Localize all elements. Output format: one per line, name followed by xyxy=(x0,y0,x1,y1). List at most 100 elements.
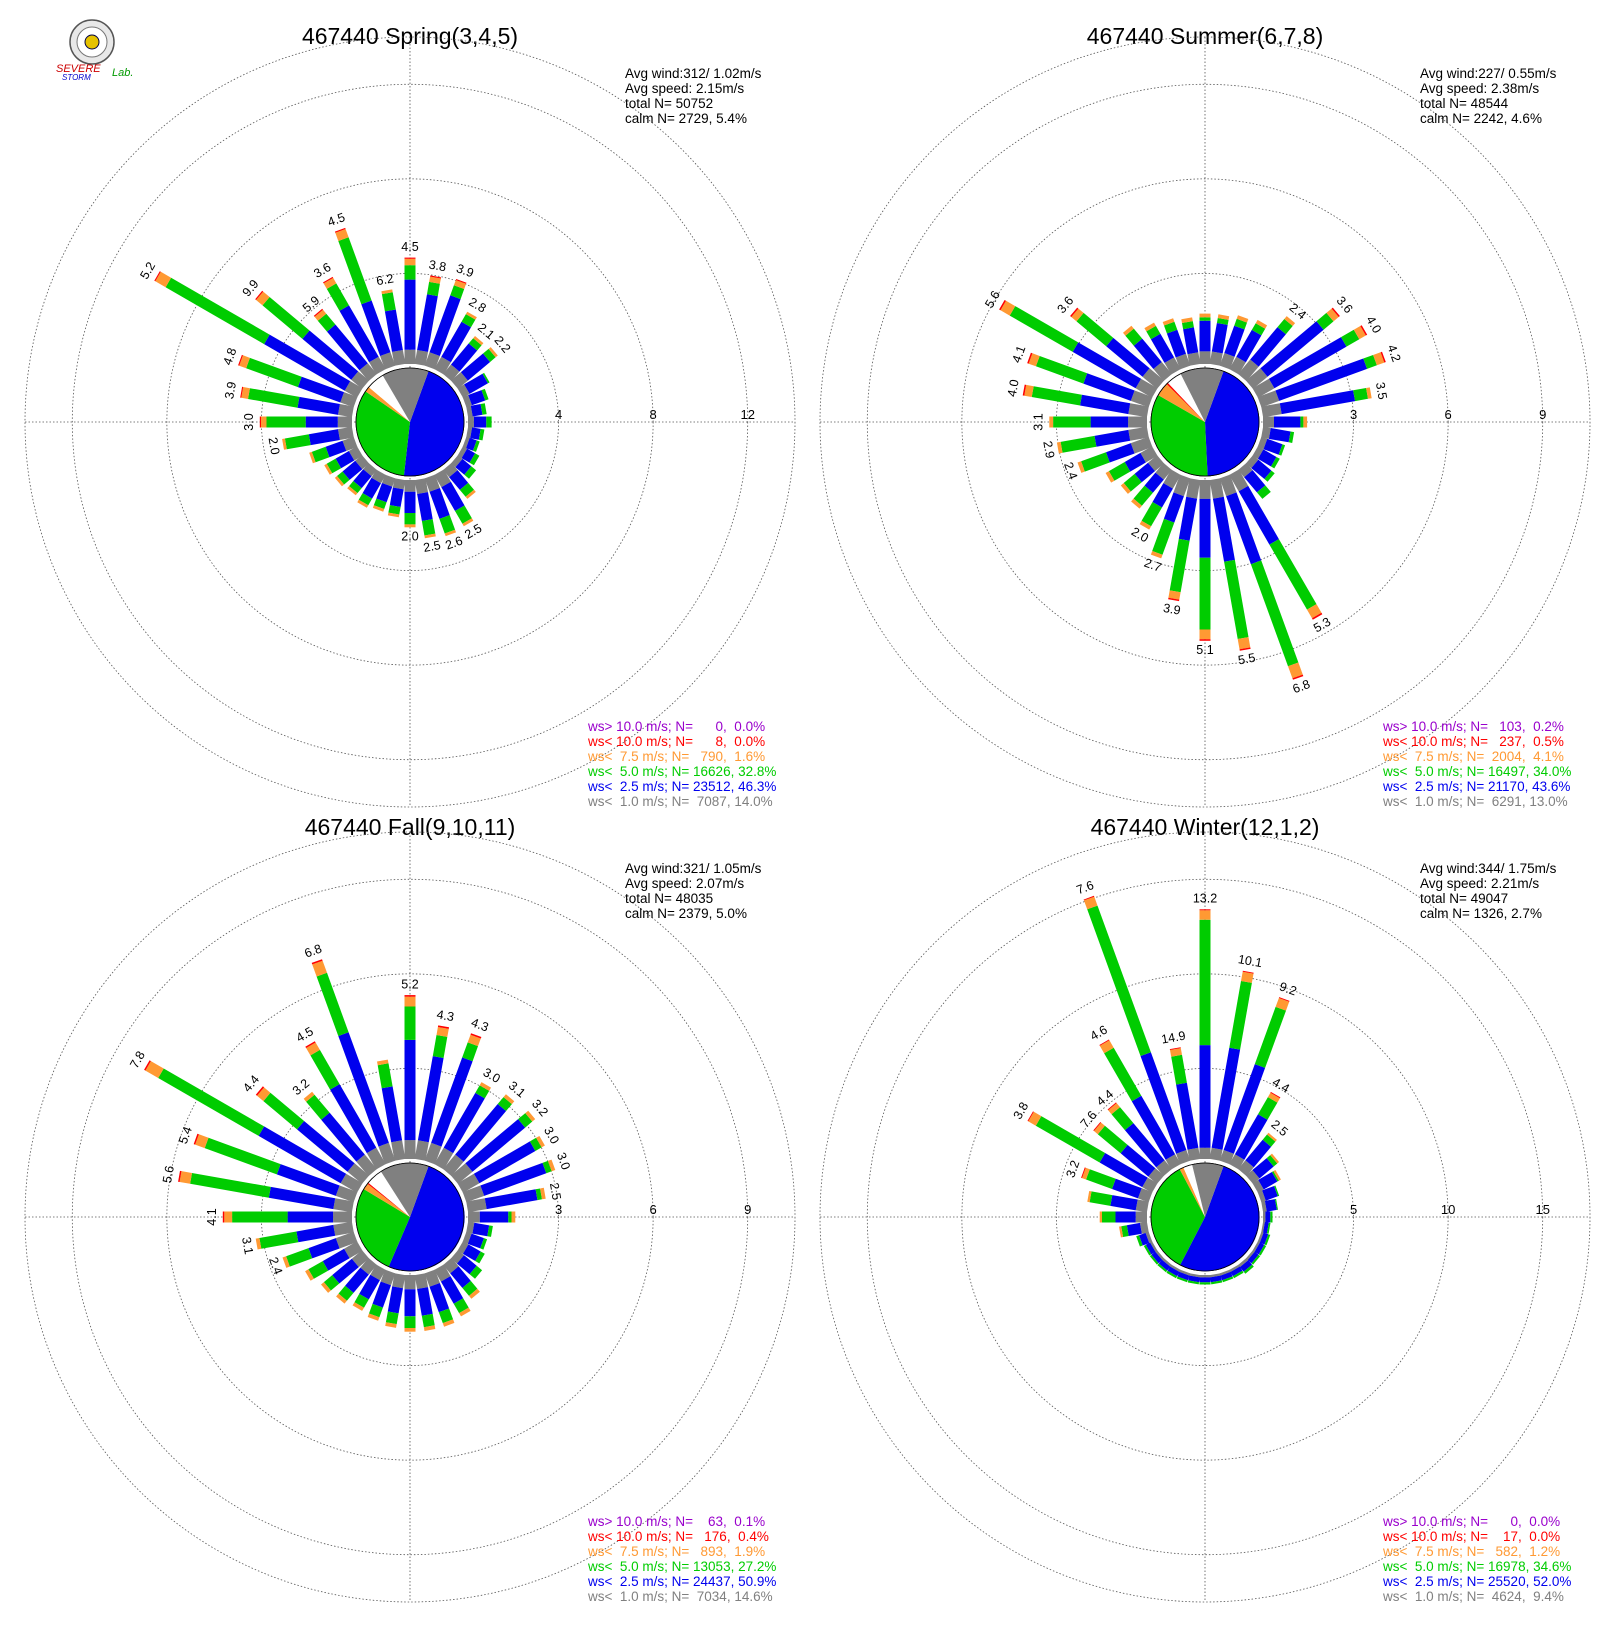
bar-segment-blue xyxy=(1176,1082,1199,1150)
bar-segment-blue xyxy=(1140,1052,1187,1154)
bar-segment-green xyxy=(1164,321,1178,334)
bar-segment-green xyxy=(1353,388,1368,402)
bar-label: 3.1 xyxy=(239,1236,256,1256)
bar-label: 5.2 xyxy=(401,977,418,991)
bar-segment-orange xyxy=(195,1134,209,1149)
stats-line: Avg speed: 2.38m/s xyxy=(1420,81,1539,96)
bar-segment-blue xyxy=(339,305,379,363)
bar-segment-gray xyxy=(424,352,440,370)
bar-segment-blue xyxy=(464,373,488,394)
bar-segment-blue xyxy=(1144,472,1164,493)
bar-segment-gray xyxy=(351,1250,370,1268)
bar-label: 3.8 xyxy=(1011,1100,1032,1122)
bar-segment-gray xyxy=(1209,351,1223,366)
bar-segment-gray xyxy=(1245,1250,1255,1260)
bar-segment-green xyxy=(487,1225,493,1237)
bar-segment-blue xyxy=(451,343,478,372)
bar-segment-gray xyxy=(391,1140,406,1161)
bar-segment-blue xyxy=(1126,1222,1142,1236)
ring-label: 6 xyxy=(650,1202,657,1217)
bar-segment-green xyxy=(483,348,496,362)
pie-slice-blue xyxy=(1205,371,1259,476)
bar-segment-blue xyxy=(327,324,368,371)
bar-segment-blue xyxy=(465,1119,526,1172)
bar-segment-green xyxy=(1250,560,1299,667)
bar-segment-gray xyxy=(1238,1160,1254,1177)
bar-segment-gray xyxy=(356,1154,377,1177)
bar-segment-green xyxy=(1143,1244,1152,1256)
bar-segment-orange xyxy=(336,1293,347,1304)
bar-segment-green xyxy=(1232,1270,1244,1279)
bar-segment-blue xyxy=(1210,1275,1222,1283)
bar-segment-blue xyxy=(473,416,487,428)
legend-entry-red: ws< 10.0 m/s; N= 176, 0.4% xyxy=(587,1529,769,1544)
bar-segment-gray xyxy=(363,462,377,477)
bar-segment-green xyxy=(1141,502,1162,527)
bar-segment-gray xyxy=(347,1163,370,1184)
stats-line: Avg speed: 2.21m/s xyxy=(1420,876,1539,891)
stats-line: Avg wind:312/ 1.02m/s xyxy=(625,66,762,81)
bar-segment-red xyxy=(1270,1091,1281,1099)
bar-segment-orange xyxy=(1099,1040,1114,1054)
bar-segment-green xyxy=(439,515,456,534)
bar-label: 3.0 xyxy=(554,1151,573,1172)
bar-label: 2.6 xyxy=(443,533,464,552)
stats-line: calm N= 1326, 2.7% xyxy=(1420,906,1542,921)
bar-segment-red xyxy=(193,1133,199,1145)
bar-segment-gray xyxy=(1163,469,1181,489)
bar-segment-orange xyxy=(1168,590,1181,600)
bar-segment-orange xyxy=(323,277,337,289)
bar-segment-orange xyxy=(511,1211,516,1223)
bar-segment-blue xyxy=(1236,329,1262,363)
bar-segment-gray xyxy=(462,395,472,408)
bar-segment-gray xyxy=(344,1241,363,1259)
ring-label: 9 xyxy=(744,1202,751,1217)
legend-entry-gray: ws< 1.0 m/s; N= 7087, 14.0% xyxy=(587,794,773,809)
bar-label: 4.2 xyxy=(1384,343,1403,364)
bar-segment-red xyxy=(154,271,161,282)
grid-ring xyxy=(71,83,749,761)
pie-slice-blue xyxy=(1180,1166,1260,1272)
bar-segment-green xyxy=(480,403,487,415)
legend-entry-purple: ws> 10.0 m/s; N= 103, 0.2% xyxy=(1382,719,1564,734)
bar-segment-blue xyxy=(1199,320,1211,352)
bar-segment-blue xyxy=(462,1244,481,1261)
bar-segment-gray xyxy=(1219,1150,1234,1165)
bar-segment-gray xyxy=(1219,474,1237,497)
bar-label: 5.1 xyxy=(1196,643,1213,657)
bar-segment-gray xyxy=(360,1257,377,1275)
bar-label: 2.8 xyxy=(466,295,488,316)
bar-segment-green xyxy=(286,1248,313,1267)
bar-segment-orange xyxy=(1139,520,1152,530)
bar-segment-green xyxy=(1081,452,1110,472)
bar-segment-orange xyxy=(282,1256,290,1268)
bar-segment-green xyxy=(1316,312,1334,330)
bar-segment-blue xyxy=(441,321,471,363)
bar-segment-orange xyxy=(352,1302,364,1311)
bar-segment-gray xyxy=(1130,436,1153,454)
bar-segment-green xyxy=(473,440,480,452)
bar-segment-green xyxy=(535,1188,542,1201)
bar-segment-green xyxy=(1171,1054,1187,1085)
bar-segment-orange xyxy=(372,505,385,512)
bar-segment-gray xyxy=(450,372,468,389)
bar-segment-blue xyxy=(297,1121,355,1172)
bar-label: 4.5 xyxy=(294,1024,316,1045)
bar-segment-orange xyxy=(1275,998,1290,1011)
bar-segment-orange xyxy=(312,960,327,977)
bar-segment-green xyxy=(337,471,350,485)
bar-label: 4.5 xyxy=(326,210,347,229)
bar-segment-gray xyxy=(355,455,370,470)
bar-segment-blue xyxy=(332,1258,359,1284)
bar-segment-red xyxy=(999,300,1006,311)
bar-segment-gray xyxy=(1187,1147,1201,1161)
bar-segment-gray xyxy=(392,1273,406,1289)
bar-segment-blue xyxy=(345,1267,369,1293)
bar-segment-orange xyxy=(1123,325,1134,336)
bar-label: 4.5 xyxy=(401,240,418,254)
bar-segment-gray xyxy=(344,381,363,398)
bar-segment-orange xyxy=(309,451,316,464)
bar-segment-blue xyxy=(1224,325,1245,357)
bar-segment-green xyxy=(1087,905,1151,1056)
bar-segment-gray xyxy=(404,349,416,364)
